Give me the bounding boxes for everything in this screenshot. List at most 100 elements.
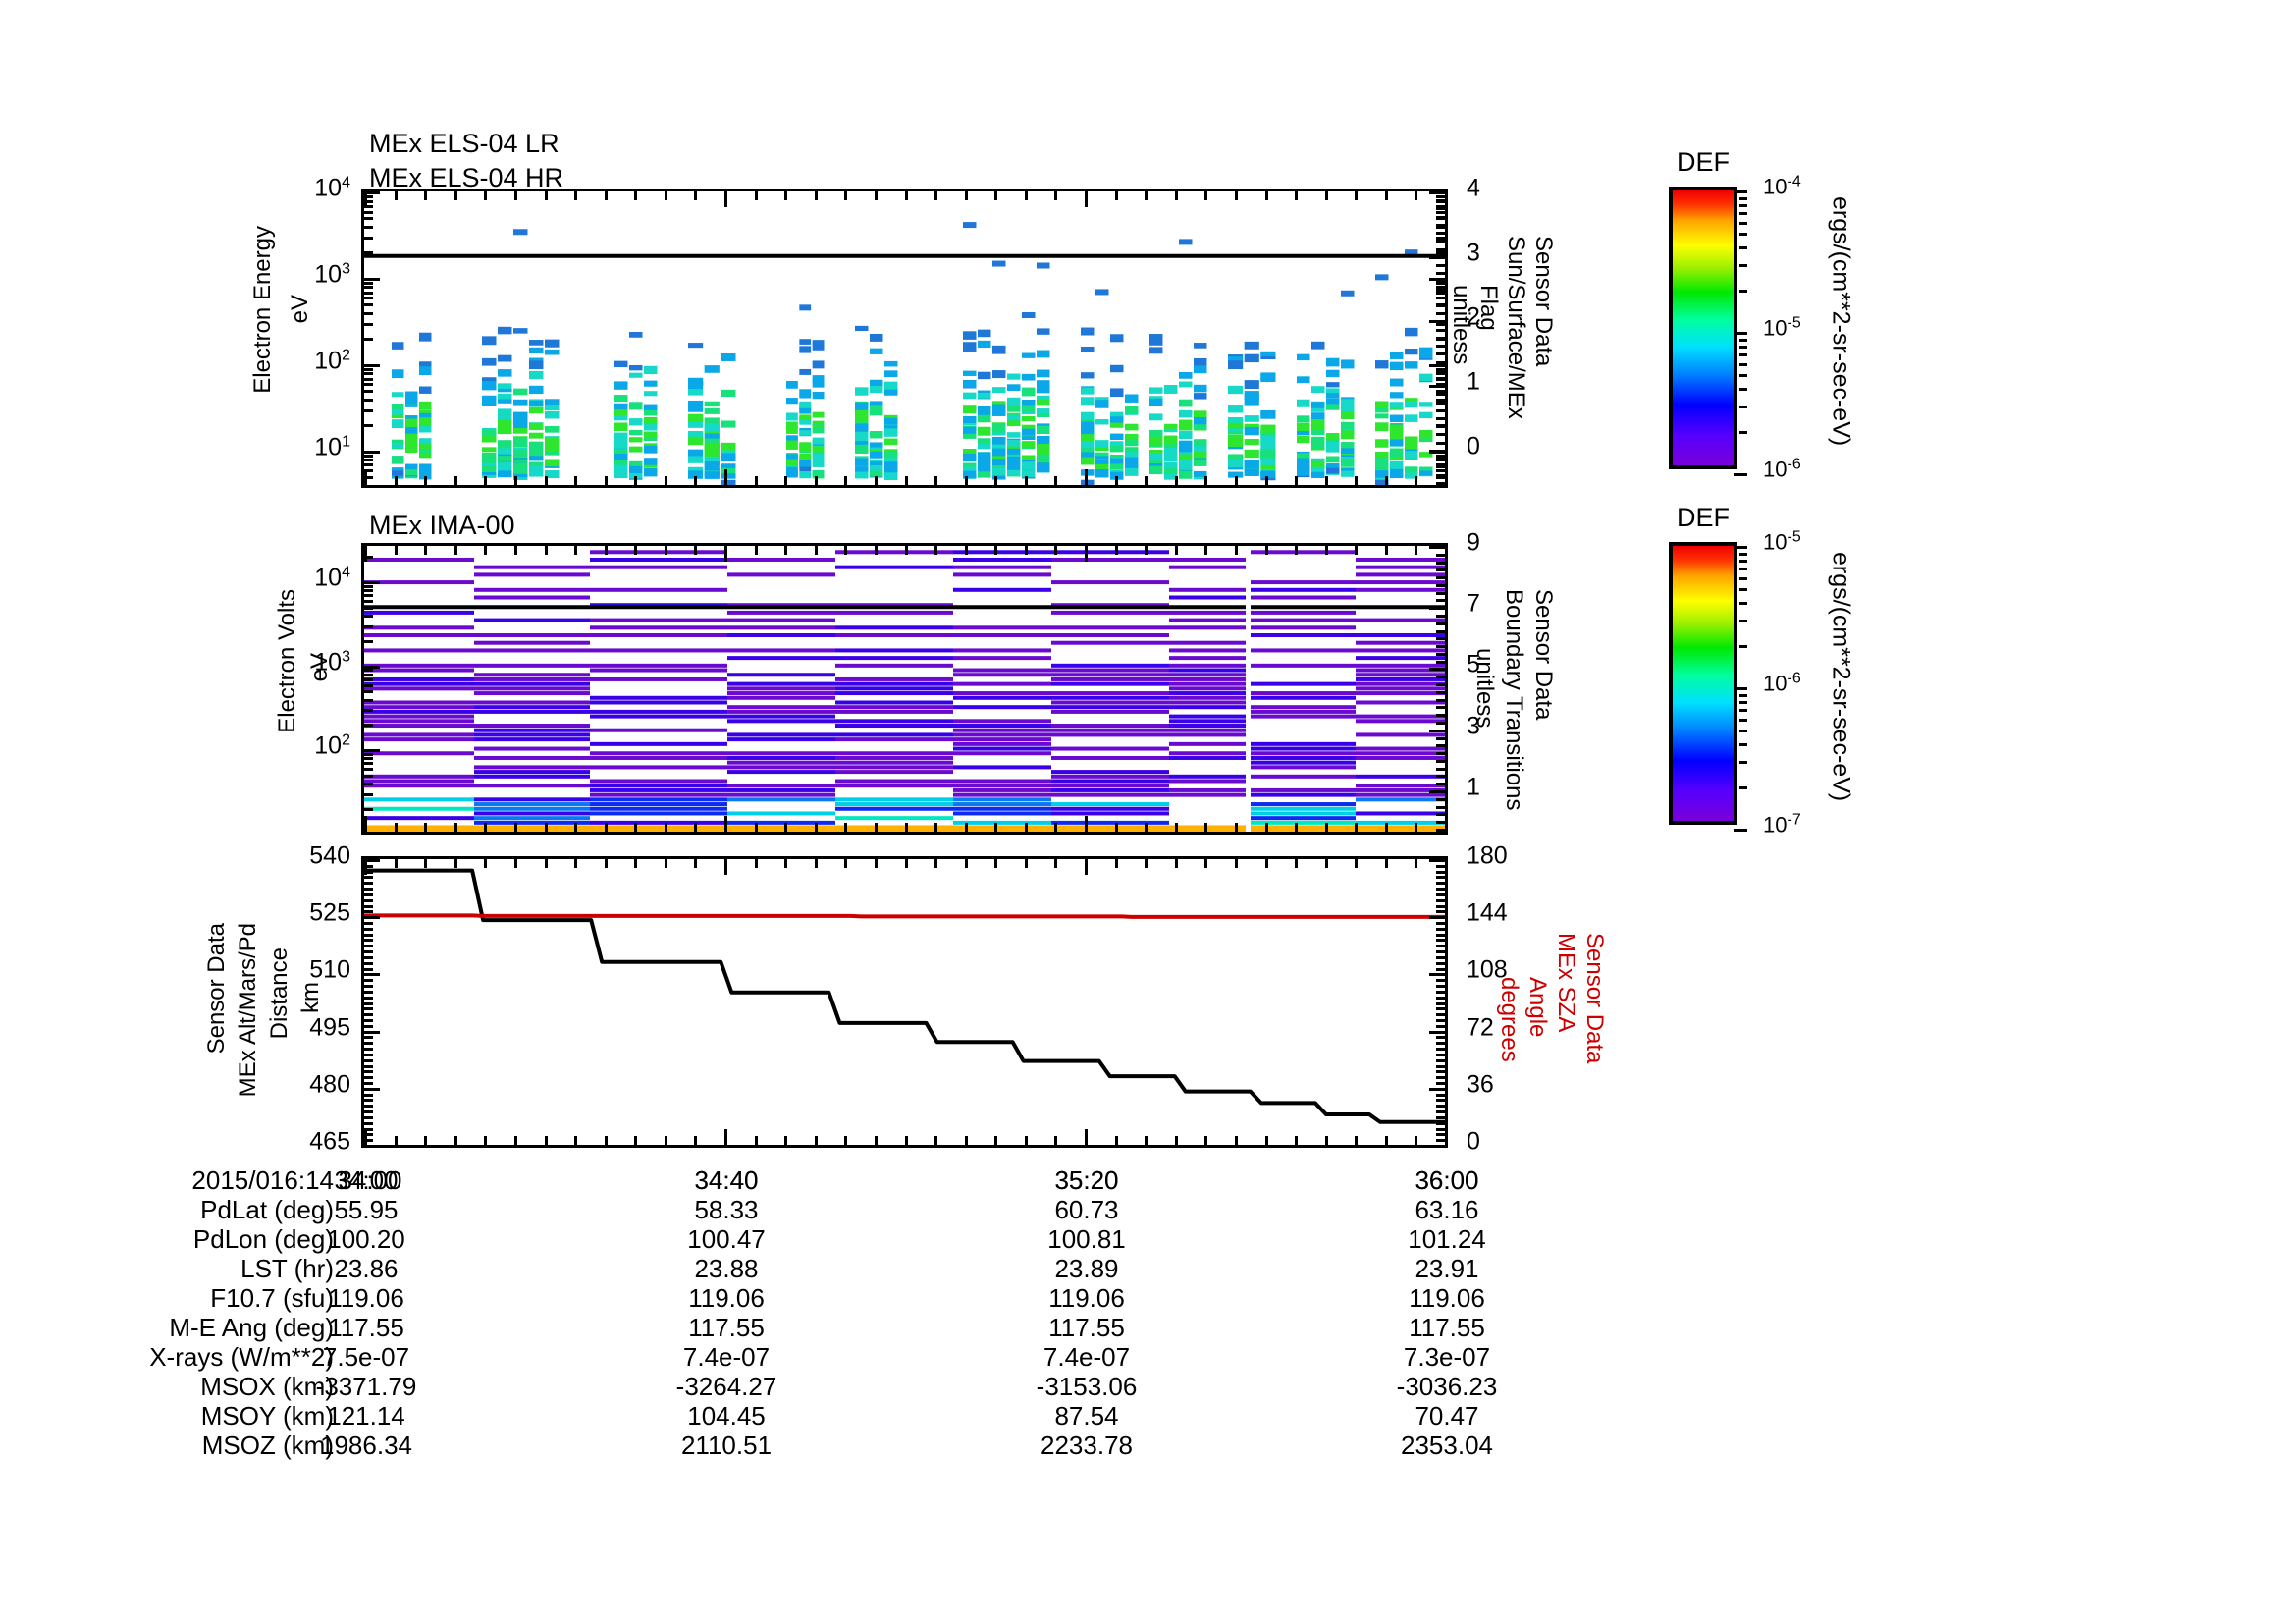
axis-tick <box>1436 425 1445 429</box>
axis-tick <box>1436 458 1445 461</box>
x-axis-tick <box>513 823 517 832</box>
axis-tick <box>364 1087 380 1091</box>
x-axis-tick <box>484 191 488 200</box>
colorbar-tick <box>1734 190 1747 193</box>
x-axis-tick <box>1174 191 1178 200</box>
axis-tick <box>1436 955 1445 959</box>
axis-tick <box>364 774 373 778</box>
axis-tick-label: 104 <box>314 564 350 592</box>
axis-tick <box>364 210 373 214</box>
axis-tick <box>364 236 373 240</box>
x-axis-tick <box>934 823 938 832</box>
x-axis-tick <box>1204 476 1208 485</box>
axis-tick <box>1436 629 1445 633</box>
axis-tick-label: 108 <box>1467 955 1508 984</box>
axis-tick <box>364 709 373 713</box>
x-axis-tick <box>574 191 578 200</box>
x-axis-tick <box>1024 191 1028 200</box>
x-axis-tick <box>604 476 608 485</box>
panel-ima-right-axis-name3: unitless <box>1471 648 1498 734</box>
colorbar-els-title: DEF <box>1677 147 1730 177</box>
panel-ima-plot-frame[interactable] <box>361 543 1448 835</box>
x-axis-tick <box>724 469 727 485</box>
panel-alt-plot-frame[interactable] <box>361 856 1448 1148</box>
axis-tick <box>1436 291 1445 295</box>
axis-tick <box>1436 312 1445 316</box>
x-axis-tick <box>1384 823 1388 832</box>
x-axis-tick <box>424 546 428 555</box>
axis-tick <box>364 673 373 676</box>
colorbar-tick <box>1734 473 1747 476</box>
colorbar-tick <box>1739 552 1747 556</box>
x-axis-tick <box>574 859 578 868</box>
axis-tick <box>364 1013 373 1017</box>
x-axis-tick <box>1295 859 1299 868</box>
x-axis-tick <box>634 191 638 200</box>
axis-tick <box>1429 1087 1445 1091</box>
x-axis-tick <box>844 546 848 555</box>
axis-tick <box>1436 736 1445 740</box>
colorbar-tick <box>1739 576 1747 580</box>
axis-tick <box>1436 721 1445 725</box>
axis-tick <box>364 363 380 367</box>
axis-tick <box>1436 372 1445 376</box>
axis-tick <box>1436 1036 1445 1040</box>
axis-tick <box>1436 207 1445 211</box>
colorbar-tick <box>1739 620 1747 623</box>
x-axis-tick <box>1415 859 1418 868</box>
x-axis-tick <box>1264 476 1268 485</box>
x-axis-tick <box>1174 476 1178 485</box>
axis-tick <box>364 1018 373 1022</box>
axis-tick <box>364 594 373 598</box>
table-row-label: MSOX (km) <box>200 1372 334 1401</box>
table-cell: 23.89 <box>1054 1254 1119 1283</box>
axis-tick-label: 1 <box>1467 773 1480 801</box>
axis-tick <box>1436 433 1445 437</box>
x-axis-tick <box>364 469 367 485</box>
x-axis-tick <box>1234 859 1238 868</box>
axis-tick <box>364 927 373 931</box>
axis-tick <box>364 979 373 983</box>
axis-tick <box>1436 805 1445 809</box>
axis-tick-label: 1 <box>1467 367 1480 396</box>
colorbar-ima[interactable]: DEF <box>1669 503 1747 832</box>
x-axis-tick <box>1204 823 1208 832</box>
table-cell: 34:40 <box>694 1165 759 1195</box>
axis-tick-label: 0 <box>1467 1127 1480 1156</box>
x-axis-tick <box>784 1136 788 1145</box>
axis-tick-label: 9 <box>1467 528 1480 557</box>
axis-tick <box>364 1042 373 1046</box>
panel-ima-right-axis-name: Sensor Data <box>1530 589 1557 727</box>
axis-tick-label: 102 <box>314 731 350 760</box>
colorbar-tick <box>1739 568 1747 571</box>
axis-tick-label: 4 <box>1467 174 1480 202</box>
table-cell: 119.06 <box>1048 1283 1125 1313</box>
axis-tick <box>1436 1121 1445 1125</box>
axis-tick <box>1436 304 1445 307</box>
x-axis-tick <box>424 191 428 200</box>
axis-tick <box>1429 973 1445 977</box>
x-axis-tick <box>544 546 548 555</box>
colorbar-tick <box>1739 559 1747 563</box>
colorbar-els[interactable]: DEF <box>1669 147 1747 476</box>
x-axis-tick <box>994 1136 998 1145</box>
panel-els-plot-frame[interactable] <box>361 189 1448 488</box>
axis-tick <box>364 291 373 295</box>
colorbar-tick <box>1734 332 1747 335</box>
colorbar-tick <box>1739 430 1747 434</box>
colorbar-tick <box>1739 246 1747 250</box>
altitude-sza-lines <box>364 868 1445 1124</box>
table-cell: 2233.78 <box>1041 1431 1133 1460</box>
table-cell: -3264.27 <box>675 1372 777 1401</box>
x-axis-tick <box>724 546 727 562</box>
axis-tick <box>364 870 373 874</box>
x-axis-tick <box>874 859 878 868</box>
axis-tick <box>1436 352 1445 356</box>
axis-tick <box>364 372 373 376</box>
table-cell: 87.54 <box>1054 1401 1119 1431</box>
x-axis-tick <box>1174 546 1178 555</box>
colorbar-tick-label: 10-6 <box>1763 670 1801 696</box>
axis-tick <box>1436 1070 1445 1074</box>
axis-tick <box>364 398 373 402</box>
axis-tick <box>1436 698 1445 702</box>
